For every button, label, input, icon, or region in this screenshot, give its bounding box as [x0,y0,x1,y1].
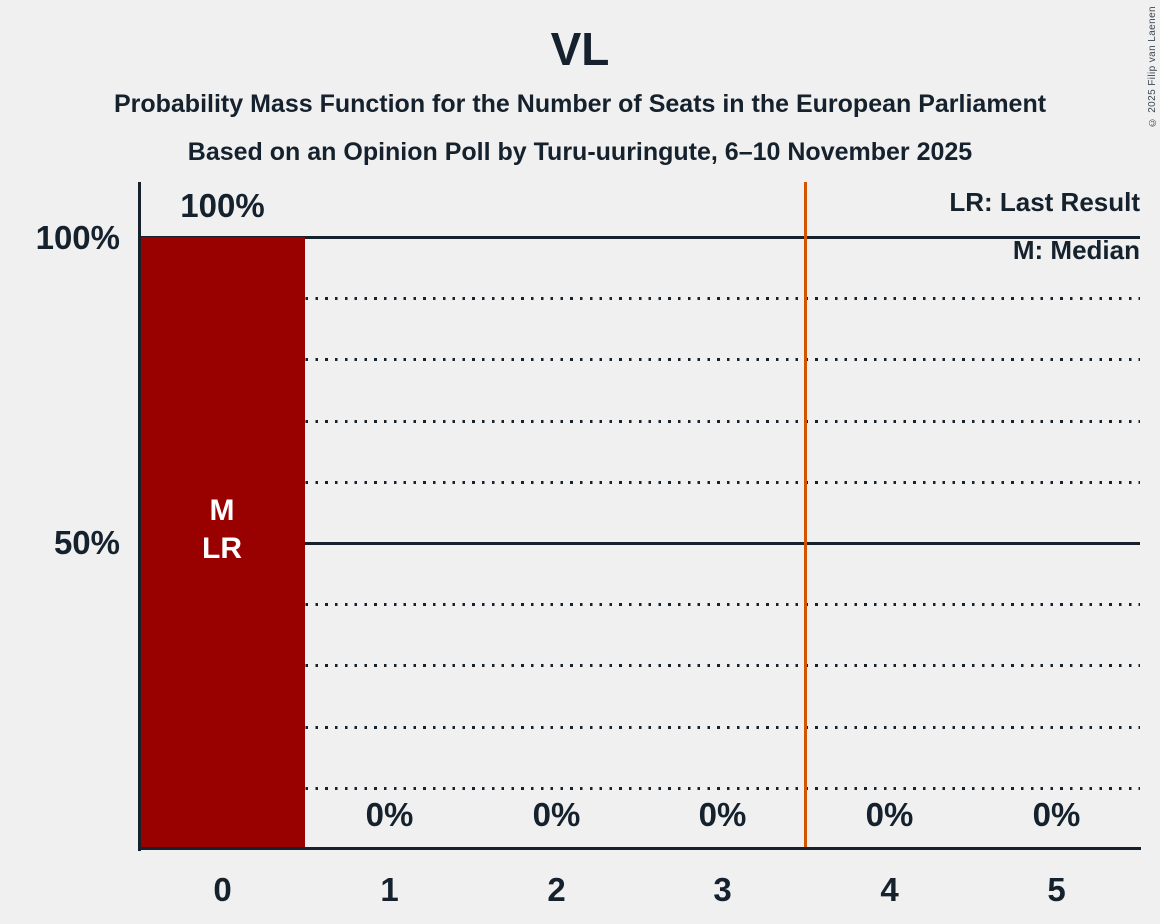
y-axis-line [138,182,141,851]
legend-median: M: Median [1012,235,1140,265]
chart-subtitle-poll: Based on an Opinion Poll by Turu-uuringu… [187,138,973,166]
gridline-10pct [139,787,1140,790]
bar-value-label-4: 0% [865,796,914,833]
gridline-100pct [139,236,1140,239]
median-marker-label: M [209,494,235,527]
x-tick-1: 1 [380,871,399,908]
x-tick-5: 5 [1047,871,1066,908]
bar-value-label-5: 0% [1032,796,1081,833]
gridline-30pct [139,664,1140,667]
gridline-80pct [139,358,1140,361]
bar-seat-0 [139,237,305,847]
x-tick-4: 4 [880,871,899,908]
x-tick-0: 0 [213,871,232,908]
x-axis-line [138,847,1141,850]
gridline-60pct [139,481,1140,484]
majority-threshold-line [804,182,807,847]
gridline-70pct [139,420,1140,423]
copyright-notice: © 2025 Filip van Laenen [1147,6,1158,128]
gridline-40pct [139,603,1140,606]
legend-last-result: LR: Last Result [949,187,1140,217]
bar-value-label-1: 0% [365,796,414,833]
x-tick-2: 2 [547,871,566,908]
bar-value-label-2: 0% [532,796,581,833]
chart-title: VL [550,23,610,75]
chart-subtitle-function: Probability Mass Function for the Number… [113,90,1047,118]
bar-value-label-0: 100% [180,187,265,224]
y-tick-50pct: 50% [53,524,120,561]
y-tick-100pct: 100% [35,219,120,256]
gridline-90pct [139,297,1140,300]
bar-value-label-3: 0% [698,796,747,833]
x-tick-3: 3 [713,871,732,908]
gridline-20pct [139,726,1140,729]
gridline-50pct [139,542,1140,545]
bar-median-lastresult-annotation: M LR [139,492,305,568]
last-result-marker-label: LR [202,532,242,565]
